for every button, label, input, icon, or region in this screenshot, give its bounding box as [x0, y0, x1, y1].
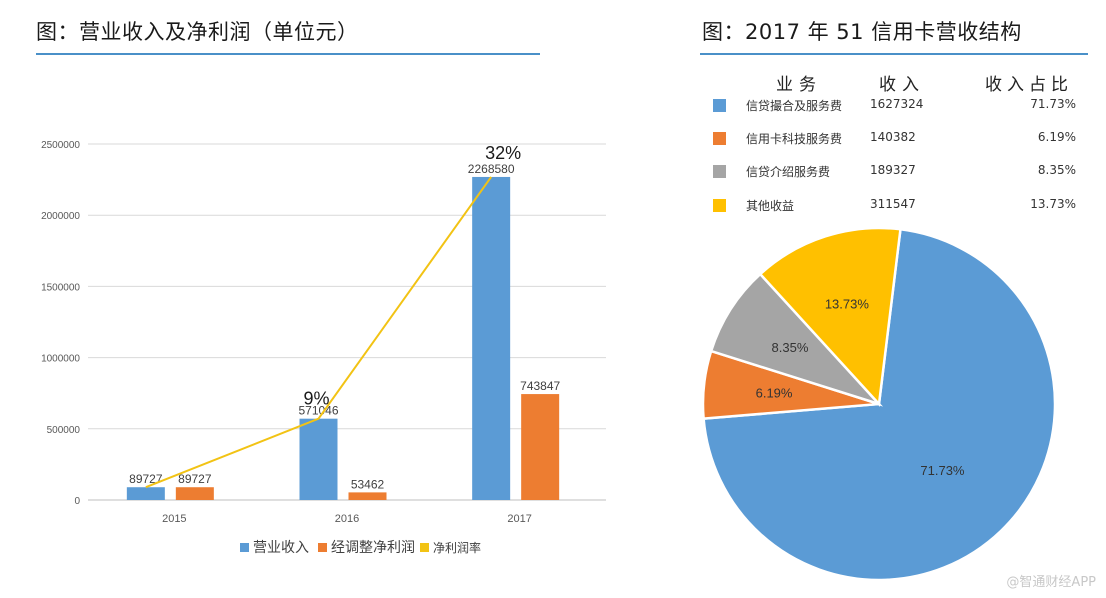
pie-slice-label: 71.73%: [920, 463, 965, 478]
right-chart-title: 图：2017 年 51 信用卡营收结构: [702, 20, 1022, 44]
table-header-revenue: 收入: [879, 75, 925, 95]
legend-swatch: [240, 543, 249, 552]
y-tick-label: 1000000: [41, 354, 80, 365]
table-row-revenue: 140382: [870, 130, 916, 144]
pie-slice-label: 13.73%: [825, 296, 870, 311]
table-row-revenue: 311547: [870, 197, 916, 211]
x-tick-label: 2015: [162, 513, 186, 525]
legend-label: 营业收入: [253, 540, 309, 556]
y-tick-label: 2000000: [41, 211, 80, 222]
bar-revenue: [472, 176, 511, 500]
table-row-swatch: [713, 99, 726, 112]
legend-swatch: [318, 543, 327, 552]
right-title-divider: [700, 53, 1088, 55]
table-row-share: 6.19%: [1037, 130, 1076, 144]
table-row-swatch: [713, 132, 726, 145]
bar-data-label: 53462: [351, 477, 385, 491]
bar-line-chart: 0 500000 1000000 1500000 2000000 2500000 2015 2…: [41, 140, 606, 556]
bar-data-label: 2268580: [468, 162, 515, 176]
pie-slice: [709, 272, 884, 407]
table-row-swatch: [713, 165, 726, 178]
pie-slice: [758, 226, 902, 407]
legend-label: 经调整净利润: [331, 540, 415, 556]
table-header-share: 收入占比: [985, 75, 1073, 95]
bar-revenue: [299, 418, 338, 500]
pie-slice-label: 8.35%: [772, 340, 809, 355]
pie-slice-label: 6.19%: [756, 385, 793, 400]
table-row-share: 71.73%: [1030, 97, 1076, 111]
y-tick-label: 2500000: [41, 140, 80, 151]
table-row-share: 8.35%: [1037, 163, 1076, 177]
table-row-swatch: [713, 199, 726, 212]
y-tick-label: 0: [74, 496, 80, 507]
bar-data-label: 89727: [178, 472, 212, 486]
table-row-share: 13.73%: [1030, 197, 1076, 211]
bar-data-label: 743847: [520, 379, 560, 393]
bar-net-profit: [175, 487, 214, 500]
bar-data-label: 571046: [298, 404, 338, 418]
left-chart-title: 图：营业收入及净利润（单位元）: [36, 20, 359, 44]
net-margin-label: 32%: [485, 143, 521, 163]
bar-data-label: 89727: [129, 472, 163, 486]
y-tick-label: 1500000: [41, 282, 80, 293]
legend-swatch: [420, 543, 429, 552]
table-row-revenue: 1627324: [870, 97, 924, 111]
table-row-business: 其他收益: [746, 199, 795, 213]
x-tick-label: 2017: [507, 513, 531, 525]
left-title-divider: [36, 53, 540, 55]
x-tick-label: 2016: [335, 513, 359, 525]
net-margin-label: 9%: [303, 389, 329, 409]
bar-net-profit: [348, 492, 387, 500]
bar-revenue: [126, 487, 165, 500]
watermark: @智通财经APP: [1006, 575, 1096, 590]
legend-label: 净利润率: [433, 540, 481, 555]
table-header-business: 业务: [776, 75, 822, 95]
table-row-revenue: 189327: [870, 163, 916, 177]
net-margin-line: [145, 176, 492, 489]
y-tick-label: 500000: [47, 425, 81, 436]
table-row-business: 信贷介绍服务费: [746, 165, 831, 179]
bar-net-profit: [521, 394, 560, 500]
table-row-business: 信贷撮合及服务费: [746, 99, 843, 113]
table-row-business: 信用卡科技服务费: [746, 132, 843, 146]
